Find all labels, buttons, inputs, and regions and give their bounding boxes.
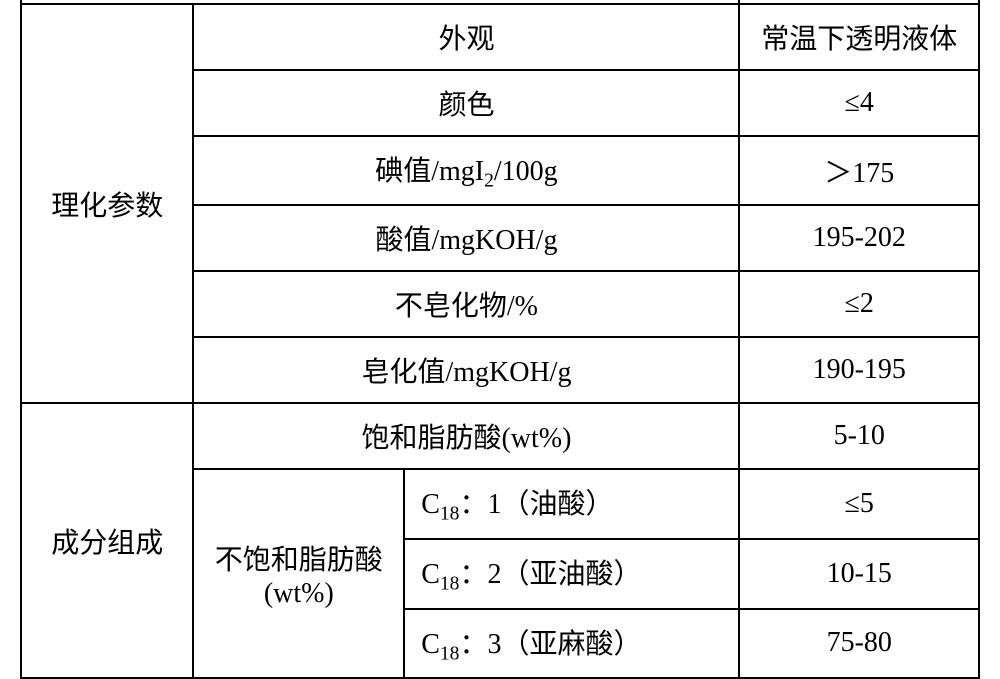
- value-cell: 5-10: [739, 403, 979, 469]
- value-cell: 75-80: [739, 609, 979, 679]
- value-cell: ≤2: [739, 271, 979, 337]
- param-cell: 皂化值/mgKOH/g: [193, 337, 739, 403]
- unsaturated-line2: (wt%): [264, 578, 334, 609]
- value-cell: 190-195: [739, 337, 979, 403]
- spec-table: 项 目 指 标 理化参数 外观 常温下透明液体 颜色 ≤4 碘值/mgI2/10…: [20, 0, 980, 679]
- param-cell: C18：1（油酸）: [404, 469, 739, 539]
- table-row: 成分组成 饱和脂肪酸(wt%) 5-10: [21, 403, 979, 469]
- table-row: 理化参数 外观 常温下透明液体: [21, 4, 979, 70]
- spec-table-container: 项 目 指 标 理化参数 外观 常温下透明液体 颜色 ≤4 碘值/mgI2/10…: [20, 0, 980, 679]
- unsaturated-line1: 不饱和脂肪酸: [215, 545, 383, 576]
- param-cell: 外观: [193, 4, 739, 70]
- value-cell: ≤4: [739, 70, 979, 136]
- value-cell: 195-202: [739, 205, 979, 271]
- value-cell: ＞175: [739, 136, 979, 206]
- physchem-group-label: 理化参数: [21, 4, 193, 404]
- param-cell: 颜色: [193, 70, 739, 136]
- unsaturated-group-label: 不饱和脂肪酸 (wt%): [193, 469, 404, 678]
- param-cell: 酸值/mgKOH/g: [193, 205, 739, 271]
- composition-group-label: 成分组成: [21, 403, 193, 678]
- param-cell: C18：3（亚麻酸）: [404, 609, 739, 679]
- param-cell: 不皂化物/%: [193, 271, 739, 337]
- param-cell: 碘值/mgI2/100g: [193, 136, 739, 206]
- value-cell: 常温下透明液体: [739, 4, 979, 70]
- param-cell: C18：2（亚油酸）: [404, 539, 739, 609]
- param-cell: 饱和脂肪酸(wt%): [193, 403, 739, 469]
- value-cell: ≤5: [739, 469, 979, 539]
- value-cell: 10-15: [739, 539, 979, 609]
